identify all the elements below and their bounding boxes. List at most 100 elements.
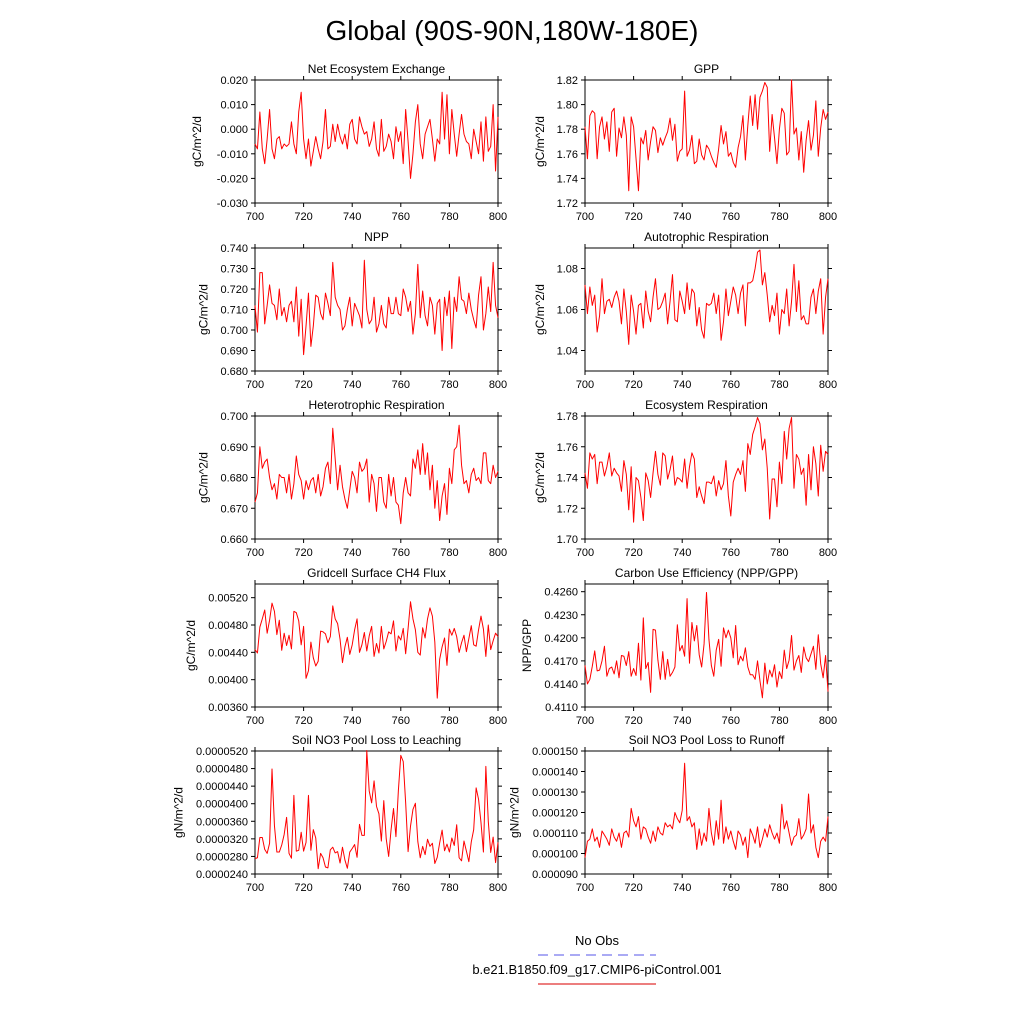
x-tick-label: 760 xyxy=(722,379,740,391)
plot-frame xyxy=(254,583,499,708)
x-tick-label: 760 xyxy=(392,882,410,894)
y-axis-label: gC/m^2/d xyxy=(533,116,547,167)
y-tick-label: -0.010 xyxy=(217,149,248,161)
x-tick-label: 740 xyxy=(343,882,361,894)
y-tick-label: 0.4110 xyxy=(545,702,578,714)
y-axis-label: gN/m^2/d xyxy=(508,787,522,838)
x-tick-label: 740 xyxy=(673,379,691,391)
y-tick-label: 0.660 xyxy=(220,534,248,546)
x-tick-label: 800 xyxy=(489,715,507,727)
y-tick-label: 0.000090 xyxy=(532,869,578,881)
x-tick-label: 800 xyxy=(489,379,507,391)
x-tick-label: 700 xyxy=(246,547,264,559)
y-tick-label: 0.0000520 xyxy=(196,746,248,758)
y-tick-label: 1.06 xyxy=(557,305,578,317)
x-tick-label: 800 xyxy=(489,882,507,894)
y-tick-label: 0.000120 xyxy=(532,808,578,820)
y-tick-label: 0.0000280 xyxy=(196,851,248,863)
x-tick-label: 720 xyxy=(294,715,312,727)
y-tick-label: 1.82 xyxy=(557,75,578,87)
x-tick-label: 700 xyxy=(576,547,594,559)
y-tick-label: 0.4230 xyxy=(544,610,578,622)
panel-npp: NPP 0.680 0.690 0.700 0.710 0.720 0.730 0.740 70… xyxy=(197,230,508,391)
x-tick-label: 780 xyxy=(440,882,458,894)
y-tick-label: 0.000100 xyxy=(532,849,578,861)
plot-frame xyxy=(254,247,499,372)
y-tick-label: 0.0000320 xyxy=(196,834,248,846)
y-tick-label: 0.0000240 xyxy=(196,869,248,881)
y-tick-label: 0.00400 xyxy=(208,675,248,687)
y-tick-label: 1.76 xyxy=(557,442,578,454)
y-tick-label: 0.000150 xyxy=(532,746,578,758)
plot-frame xyxy=(254,750,499,875)
x-tick-label: 740 xyxy=(673,882,691,894)
x-tick-label: 780 xyxy=(770,379,788,391)
y-tick-label: 1.78 xyxy=(557,124,578,136)
y-tick-label: 0.000130 xyxy=(532,787,578,799)
y-tick-label: 0.740 xyxy=(220,243,248,255)
x-tick-label: 800 xyxy=(819,379,837,391)
x-tick-label: 720 xyxy=(624,547,642,559)
y-tick-label: 0.4260 xyxy=(544,587,578,599)
figure-title: Global (90S-90N,180W-180E) xyxy=(325,15,698,46)
series-line xyxy=(584,79,829,192)
x-tick-label: 780 xyxy=(440,715,458,727)
y-tick-label: 1.72 xyxy=(557,503,578,515)
y-tick-label: 0.690 xyxy=(220,346,248,358)
panel-title: NPP xyxy=(364,230,389,244)
x-tick-label: 720 xyxy=(624,715,642,727)
x-tick-label: 760 xyxy=(722,715,740,727)
x-tick-label: 760 xyxy=(392,379,410,391)
x-tick-label: 700 xyxy=(576,715,594,727)
panel-gridcell-surface-ch4-flux: Gridcell Surface CH4 Flux 0.00360 0.00400 0… xyxy=(184,566,507,727)
x-tick-label: 740 xyxy=(673,547,691,559)
plot-frame xyxy=(584,415,829,540)
x-tick-label: 800 xyxy=(489,547,507,559)
x-tick-label: 700 xyxy=(246,715,264,727)
y-axis-label: gC/m^2/d xyxy=(197,284,211,335)
x-tick-label: 720 xyxy=(294,379,312,391)
x-tick-label: 800 xyxy=(489,211,507,223)
x-tick-label: 780 xyxy=(440,211,458,223)
panel-title: Soil NO3 Pool Loss to Leaching xyxy=(292,733,461,747)
series-line xyxy=(584,591,829,699)
series-line xyxy=(584,762,829,859)
y-tick-label: 0.010 xyxy=(220,100,248,112)
series-line xyxy=(254,601,499,699)
y-tick-label: 1.72 xyxy=(557,198,578,210)
y-tick-label: 0.0000480 xyxy=(196,764,248,776)
y-tick-label: 1.74 xyxy=(557,173,578,185)
x-tick-label: 700 xyxy=(246,882,264,894)
y-tick-label: 0.00520 xyxy=(208,593,248,605)
panel-gpp: GPP 1.72 1.74 1.76 1.78 1.80 1.82 700 720 740 760 7… xyxy=(533,62,837,223)
x-tick-label: 800 xyxy=(819,547,837,559)
panel-title: Gridcell Surface CH4 Flux xyxy=(307,566,446,580)
plot-frame xyxy=(584,583,829,708)
x-tick-label: 700 xyxy=(246,379,264,391)
y-tick-label: 0.670 xyxy=(220,503,248,515)
panel-title: Ecosystem Respiration xyxy=(645,398,768,412)
panel-title: Heterotrophic Respiration xyxy=(308,398,444,412)
x-tick-label: 800 xyxy=(819,882,837,894)
x-tick-label: 720 xyxy=(294,547,312,559)
plot-frame xyxy=(584,79,829,204)
y-axis-label: gC/m^2/d xyxy=(197,452,211,503)
x-tick-label: 740 xyxy=(343,715,361,727)
panel-soil-no3-pool-loss-to-runoff: Soil NO3 Pool Loss to Runoff 0.000090 0.00… xyxy=(508,733,838,894)
panel-soil-no3-pool-loss-to-leaching: Soil NO3 Pool Loss to Leaching 0.0000240 0… xyxy=(171,733,507,894)
panel-title: GPP xyxy=(694,62,719,76)
x-tick-label: 780 xyxy=(770,211,788,223)
y-tick-label: 0.0000400 xyxy=(196,799,248,811)
y-axis-label: gC/m^2/d xyxy=(184,620,198,671)
x-tick-label: 780 xyxy=(770,715,788,727)
y-axis-label: gC/m^2/d xyxy=(533,284,547,335)
x-tick-label: 760 xyxy=(392,547,410,559)
panel-net-ecosystem-exchange: Net Ecosystem Exchange -0.030 -0.020 -0.010… xyxy=(190,62,507,223)
x-tick-label: 740 xyxy=(673,715,691,727)
x-tick-label: 720 xyxy=(624,211,642,223)
x-tick-label: 760 xyxy=(722,547,740,559)
x-tick-label: 800 xyxy=(819,715,837,727)
y-tick-label: 1.04 xyxy=(557,346,578,358)
x-tick-label: 760 xyxy=(722,211,740,223)
